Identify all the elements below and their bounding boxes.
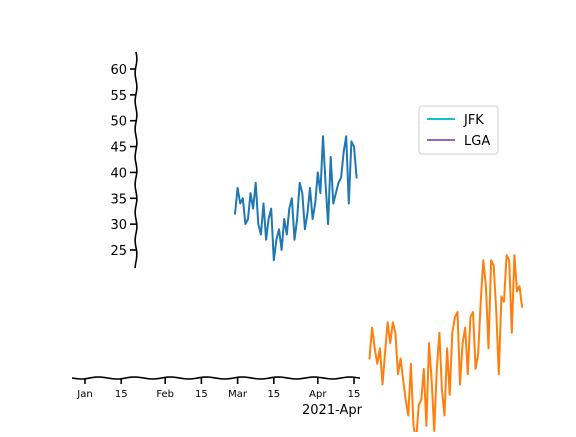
y-tick-label: 40	[110, 166, 127, 181]
series-line-0	[234, 135, 358, 262]
x-tick-label: Feb	[156, 389, 174, 400]
y-tick-label: 45	[110, 141, 127, 156]
y-tick-label: 25	[110, 244, 127, 259]
x-axis-spine	[71, 376, 361, 380]
x-tick-label: Jan	[76, 389, 92, 400]
y-tick-label: 30	[110, 218, 127, 233]
series-layer	[234, 135, 524, 437]
y-axis-spine	[134, 51, 138, 269]
y-tick-label: 50	[110, 115, 127, 130]
legend-label: LGA	[464, 134, 490, 149]
x-tick-label: 15	[115, 389, 128, 400]
x-tick-label: Mar	[228, 389, 248, 400]
x-tick-label: Apr	[309, 389, 327, 400]
series-line-1	[368, 254, 524, 437]
y-tick-label: 35	[110, 192, 127, 207]
y-tick-label: 55	[110, 89, 127, 104]
x-tick-label: 15	[267, 389, 280, 400]
x-tick-label: 15	[195, 389, 208, 400]
x-offset-label: 2021-Apr	[302, 403, 363, 418]
axes-layer: 25 30 35 40 45 50 55 60 Jan 15 Feb 15 Mar 15 Apr 15 2021…	[71, 51, 363, 418]
legend-label: JFK	[463, 113, 484, 128]
x-tick-label: 15	[348, 389, 361, 400]
y-tick-label: 60	[110, 63, 127, 78]
legend: JFK LGA	[418, 105, 499, 155]
